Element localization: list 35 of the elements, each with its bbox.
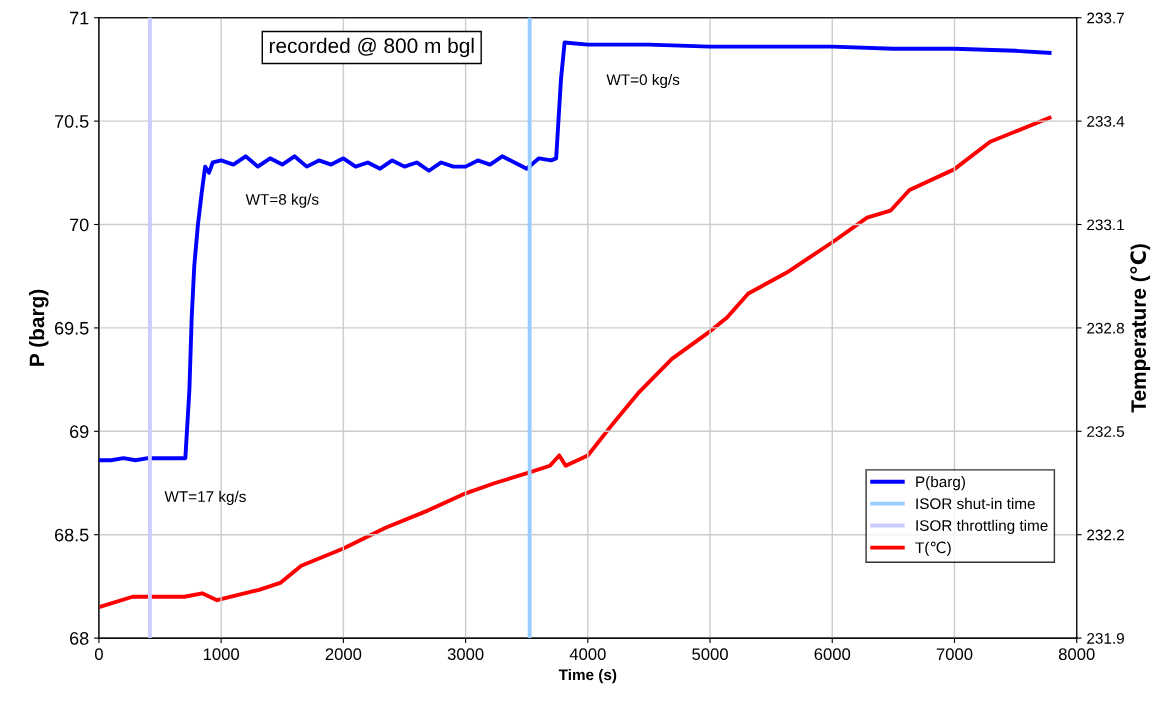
x-tick-label: 8000 [1058,648,1095,661]
legend-label: T(℃) [915,541,951,557]
y2-tick-label: 231.9 [1087,632,1124,644]
y-tick-label: 71 [70,11,89,25]
x-tick-label: 4000 [569,648,606,661]
x-tick-label: 6000 [814,648,851,661]
y-tick-label: 69 [70,425,89,439]
y-tick-label: 68.5 [55,528,89,542]
y-axis-title: P (barg) [29,289,49,366]
y2-tick-label: 232.2 [1087,529,1124,541]
annotation: WT=8 kg/s [245,193,319,208]
x-tick-label: 5000 [692,648,728,661]
y2-tick-label: 233.7 [1087,12,1124,24]
line-series [98,115,1052,610]
y-tick-label: 69.5 [55,321,89,335]
y2-tick-label: 233.1 [1087,219,1124,231]
x-axis-title: Time (s) [558,668,617,684]
annotation: WT=0 kg/s [606,73,680,89]
x-tick-label: 1000 [203,648,240,661]
y2-tick-label: 233.4 [1087,115,1125,127]
y2-axis-title: Temperature (℃) [1130,244,1151,413]
x-tick-label: 7000 [936,648,973,661]
y-tick-label: 70 [70,218,89,232]
y-tick-label: 70.5 [55,115,89,128]
legend-label: P(barg) [916,475,965,491]
y2-tick-label: 232.5 [1087,426,1125,437]
legend-label: ISOR shut-in time [916,497,1035,510]
x-tick-label: 0 [94,648,103,661]
y2-tick-label: 232.8 [1087,322,1124,334]
legend-label: ISOR throttling time [916,519,1048,534]
annotation: recorded @ 800 m bgl [269,37,474,58]
x-tick-label: 2000 [325,648,362,661]
annotation: WT=17 kg/s [164,490,246,506]
x-tick-label: 3000 [447,648,484,661]
y-tick-label: 68 [70,632,89,645]
